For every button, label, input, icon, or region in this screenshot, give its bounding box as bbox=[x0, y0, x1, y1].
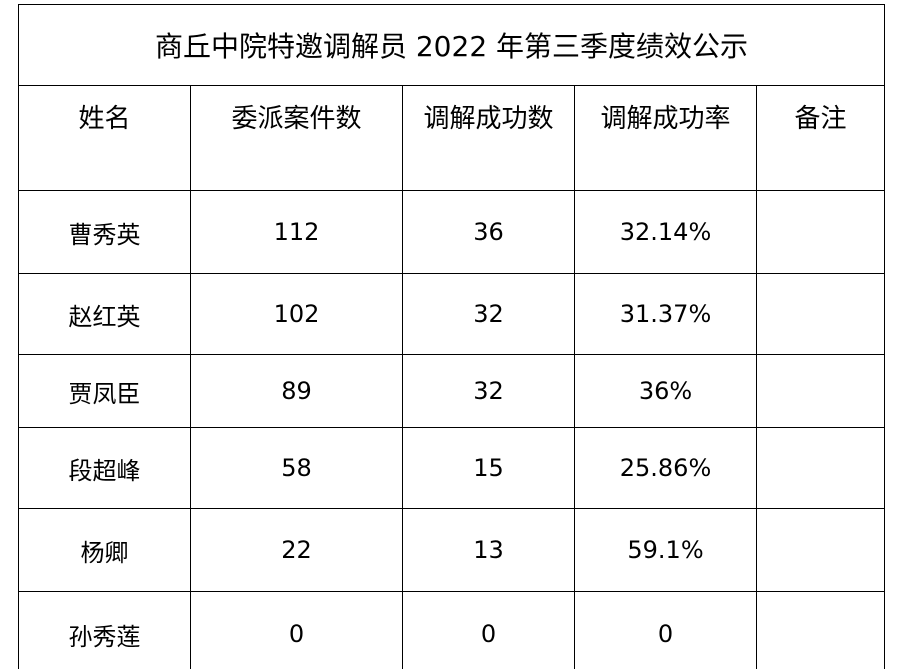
cell-success: 36 bbox=[402, 190, 575, 274]
cell-note bbox=[756, 591, 885, 669]
cell-assigned: 22 bbox=[190, 508, 403, 592]
cell-rate: 36% bbox=[574, 354, 757, 428]
cell-name: 曹秀英 bbox=[18, 190, 191, 274]
cell-name: 赵红英 bbox=[18, 273, 191, 355]
table-row: 杨卿 22 13 59.1% bbox=[18, 508, 885, 592]
cell-note bbox=[756, 190, 885, 274]
cell-assigned: 102 bbox=[190, 273, 403, 355]
table-row: 孙秀莲 0 0 0 bbox=[18, 591, 885, 669]
table-title: 商丘中院特邀调解员 2022 年第三季度绩效公示 bbox=[18, 4, 885, 86]
cell-name: 段超峰 bbox=[18, 427, 191, 509]
header-success-count: 调解成功数 bbox=[402, 85, 575, 191]
cell-name: 杨卿 bbox=[18, 508, 191, 592]
table-row: 段超峰 58 15 25.86% bbox=[18, 427, 885, 509]
cell-assigned: 0 bbox=[190, 591, 403, 669]
header-assigned-cases: 委派案件数 bbox=[190, 85, 403, 191]
cell-assigned: 58 bbox=[190, 427, 403, 509]
header-row: 姓名 委派案件数 调解成功数 调解成功率 备注 bbox=[18, 85, 885, 191]
cell-name: 贾凤臣 bbox=[18, 354, 191, 428]
cell-note bbox=[756, 508, 885, 592]
table-row: 曹秀英 112 36 32.14% bbox=[18, 190, 885, 274]
cell-assigned: 89 bbox=[190, 354, 403, 428]
table-row: 贾凤臣 89 32 36% bbox=[18, 354, 885, 428]
cell-success: 32 bbox=[402, 354, 575, 428]
header-remarks: 备注 bbox=[756, 85, 885, 191]
cell-assigned: 112 bbox=[190, 190, 403, 274]
header-success-rate: 调解成功率 bbox=[574, 85, 757, 191]
cell-rate: 59.1% bbox=[574, 508, 757, 592]
cell-rate: 32.14% bbox=[574, 190, 757, 274]
table-row: 赵红英 102 32 31.37% bbox=[18, 273, 885, 355]
cell-success: 13 bbox=[402, 508, 575, 592]
cell-success: 32 bbox=[402, 273, 575, 355]
cell-note bbox=[756, 273, 885, 355]
cell-success: 0 bbox=[402, 591, 575, 669]
title-row: 商丘中院特邀调解员 2022 年第三季度绩效公示 bbox=[18, 4, 885, 86]
cell-name: 孙秀莲 bbox=[18, 591, 191, 669]
cell-rate: 25.86% bbox=[574, 427, 757, 509]
cell-rate: 31.37% bbox=[574, 273, 757, 355]
performance-table: 商丘中院特邀调解员 2022 年第三季度绩效公示 姓名 委派案件数 调解成功数 … bbox=[18, 4, 885, 669]
performance-table-wrapper: 商丘中院特邀调解员 2022 年第三季度绩效公示 姓名 委派案件数 调解成功数 … bbox=[18, 4, 885, 669]
cell-note bbox=[756, 427, 885, 509]
header-name: 姓名 bbox=[18, 85, 191, 191]
cell-rate: 0 bbox=[574, 591, 757, 669]
cell-success: 15 bbox=[402, 427, 575, 509]
cell-note bbox=[756, 354, 885, 428]
